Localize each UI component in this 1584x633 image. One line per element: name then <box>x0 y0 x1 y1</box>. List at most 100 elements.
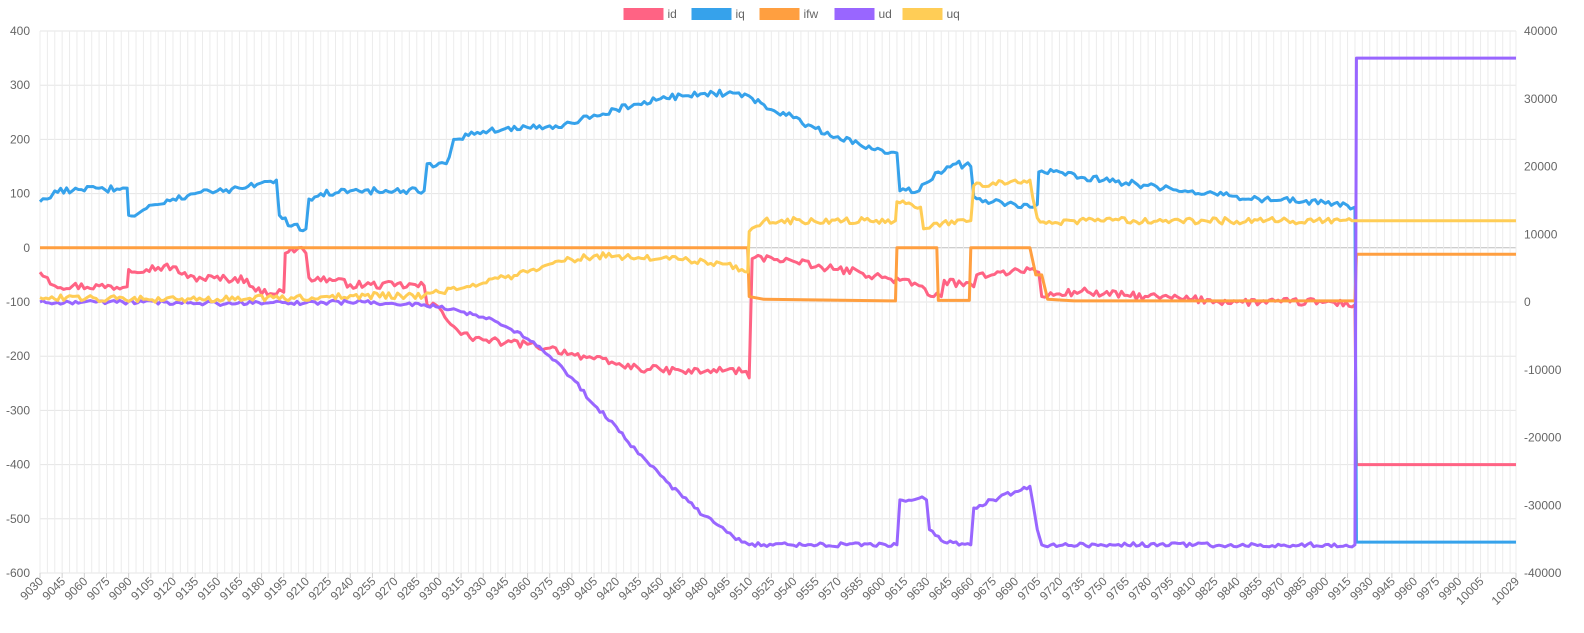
legend-label: uq <box>947 7 960 21</box>
y2-tick-label: 30000 <box>1524 92 1558 106</box>
series-lines <box>38 56 1516 549</box>
y2-tick-label: -30000 <box>1524 498 1562 512</box>
x-tick-label: 9240 <box>328 574 357 603</box>
x-tick-label: 9885 <box>1281 574 1310 603</box>
x-tick-label: 9480 <box>682 574 711 603</box>
x-tick-label: 9690 <box>992 574 1021 603</box>
y-tick-label: -100 <box>6 295 30 309</box>
x-tick-label: 9945 <box>1369 574 1398 603</box>
x-tick-label: 9615 <box>882 574 911 603</box>
x-tick-label: 9810 <box>1170 574 1199 603</box>
x-tick-label: 9150 <box>195 574 224 603</box>
x-tick-label: 9630 <box>904 574 933 603</box>
x-tick-label: 9090 <box>106 574 135 603</box>
x-tick-label: 9465 <box>660 574 689 603</box>
y-tick-label: -300 <box>6 403 30 417</box>
x-tick-label: 9915 <box>1325 574 1354 603</box>
y-tick-label: 0 <box>23 241 30 255</box>
x-tick-label: 9390 <box>549 574 578 603</box>
y2-tick-label: 10000 <box>1524 227 1558 241</box>
legend-swatch <box>834 8 875 20</box>
legend-label: id <box>668 7 677 21</box>
x-tick-label: 9165 <box>217 574 246 603</box>
x-tick-label: 9315 <box>438 574 467 603</box>
x-tick-label: 9495 <box>704 574 733 603</box>
legend-item-id[interactable]: id <box>623 7 677 21</box>
x-tick-label: 9375 <box>527 574 556 603</box>
legend-item-ud[interactable]: ud <box>834 7 892 21</box>
x-tick-label: 9735 <box>1059 574 1088 603</box>
x-tick-label: 9180 <box>239 574 268 603</box>
legend-swatch <box>902 8 943 20</box>
legend-swatch <box>691 8 732 20</box>
legend-label: ud <box>879 7 892 21</box>
x-tick-label: 9510 <box>727 574 756 603</box>
x-tick-label: 9270 <box>372 574 401 603</box>
legend-label: ifw <box>804 7 819 21</box>
x-tick-label: 9570 <box>815 574 844 603</box>
x-tick-label: 9225 <box>305 574 334 603</box>
x-tick-label: 9285 <box>394 574 423 603</box>
y-tick-label: 200 <box>10 132 30 146</box>
x-tick-label: 9540 <box>771 574 800 603</box>
y-tick-label: -600 <box>6 566 30 580</box>
y2-tick-label: -20000 <box>1524 431 1562 445</box>
y2-tick-label: 20000 <box>1524 160 1558 174</box>
x-tick-label: 9255 <box>350 574 379 603</box>
y2-tick-label: -40000 <box>1524 566 1562 580</box>
x-tick-label: 9405 <box>571 574 600 603</box>
series-line-iq <box>38 88 1516 544</box>
x-tick-label: 9345 <box>483 574 512 603</box>
x-tick-label: 9645 <box>926 574 955 603</box>
x-tick-label: 9930 <box>1347 574 1376 603</box>
x-tick-label: 9525 <box>749 574 778 603</box>
x-tick-label: 9135 <box>172 574 201 603</box>
legend[interactable]: id iq ifw ud uq <box>623 7 960 21</box>
y2-tick-label: -10000 <box>1524 363 1562 377</box>
y-axis-right: 40000 30000 20000 10000 0 -10000 -20000 -30000 -… <box>1524 24 1562 580</box>
legend-item-iq[interactable]: iq <box>691 7 745 21</box>
y-axis-left: 400 300 200 100 0 -100 -200 -300 -400 -500 -600 <box>6 24 30 580</box>
x-tick-label: 9705 <box>1015 574 1044 603</box>
y-tick-label: -200 <box>6 349 30 363</box>
series-line-ifw <box>40 246 1516 303</box>
x-tick-label: 9600 <box>860 574 889 603</box>
x-tick-label: 9300 <box>416 574 445 603</box>
x-tick-label: 9780 <box>1125 574 1154 603</box>
legend-label: iq <box>736 7 745 21</box>
x-tick-label: 9120 <box>150 574 179 603</box>
x-tick-label: 9195 <box>261 574 290 603</box>
x-tick-label: 9975 <box>1414 574 1443 603</box>
legend-swatch <box>623 8 664 20</box>
x-axis: 9030904590609075909091059120913591509165… <box>17 573 1522 608</box>
x-tick-label: 9585 <box>837 574 866 603</box>
x-tick-label: 9960 <box>1391 574 1420 603</box>
y-tick-label: 100 <box>10 187 30 201</box>
x-tick-label: 9900 <box>1303 574 1332 603</box>
y-tick-label: 300 <box>10 78 30 92</box>
x-tick-label: 9105 <box>128 574 157 603</box>
x-tick-label: 9330 <box>461 574 490 603</box>
x-tick-label: 9765 <box>1103 574 1132 603</box>
x-tick-label: 9720 <box>1037 574 1066 603</box>
x-tick-label: 9060 <box>62 574 91 603</box>
legend-swatch <box>759 8 800 20</box>
x-tick-label: 9825 <box>1192 574 1221 603</box>
series-line-id <box>38 245 1516 467</box>
legend-item-uq[interactable]: uq <box>902 7 960 21</box>
x-tick-label: 9435 <box>616 574 645 603</box>
series-line-uq <box>39 178 1516 304</box>
x-tick-label: 9795 <box>1148 574 1177 603</box>
y-tick-label: -500 <box>6 512 30 526</box>
x-tick-label: 10029 <box>1489 574 1523 608</box>
y2-tick-label: 40000 <box>1524 24 1558 38</box>
x-tick-label: 9750 <box>1081 574 1110 603</box>
x-tick-label: 9675 <box>970 574 999 603</box>
x-tick-label: 9420 <box>594 574 623 603</box>
y-tick-label: -400 <box>6 458 30 472</box>
x-tick-label: 9450 <box>638 574 667 603</box>
x-tick-label: 9555 <box>793 574 822 603</box>
legend-item-ifw[interactable]: ifw <box>759 7 819 21</box>
x-tick-label: 9360 <box>505 574 534 603</box>
